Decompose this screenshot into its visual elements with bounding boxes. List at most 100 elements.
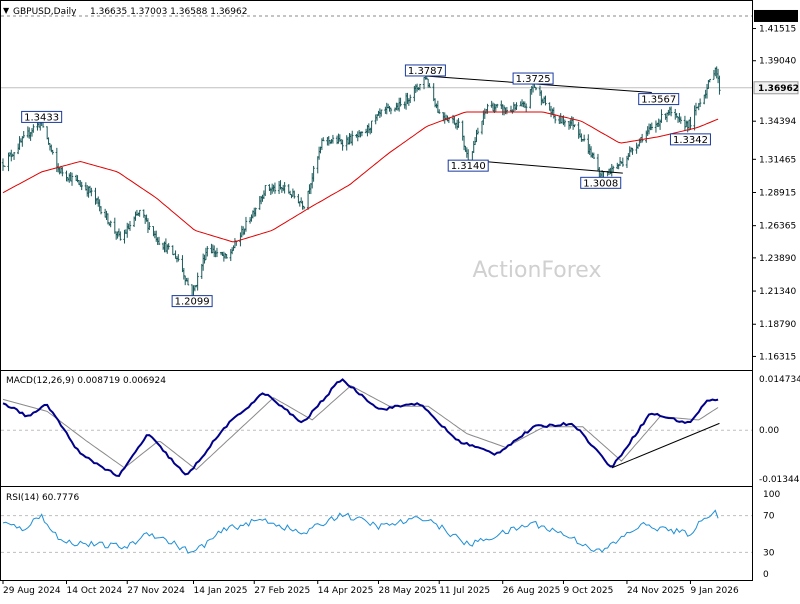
price-label-text: 1.3787 [408,66,443,77]
x-tick-label: 9 Jan 2026 [690,586,738,596]
watermark-layer: ActionForex [473,258,602,283]
price-bar [524,103,528,113]
price-bar [264,184,267,197]
price-label-box [580,176,622,189]
x-tick-label: 29 Aug 2024 [3,586,61,596]
price-bar [254,207,257,217]
price-bar [534,86,538,91]
grid-layer [1,15,752,553]
price-bar [515,102,518,110]
price-bar [90,187,93,197]
macd-line [2,378,719,477]
chart-ohlc: 1.36635 1.37003 1.36588 1.36962 [90,7,247,17]
price-bar [186,277,190,286]
current-price-box [753,81,799,95]
price-bar [99,206,103,215]
price-bar [631,147,634,155]
price-label: 1.3725 [512,72,554,85]
price-bar [138,209,141,217]
rsi-tick-label: 0 [763,570,769,580]
price-bar [119,231,122,241]
price-bar [650,122,654,131]
price-layer: 1.3433 1.2099 1.3787 1.3140 1.3725 1.3008 1.35… [1,64,721,308]
price-bar [389,107,393,115]
price-label: 1.3140 [447,159,489,172]
watermark: ActionForex [473,258,602,283]
price-bar [322,137,325,142]
price-bar [109,220,112,228]
price-bar [273,182,277,194]
price-label-text: 1.3433 [24,112,59,123]
price-tick-label: 1.31465 [759,155,796,165]
macd-tick-label: 0.014734 [759,375,800,385]
price-bar [689,116,692,130]
price-label: 1.3567 [638,93,680,106]
price-bar [148,222,151,231]
price-label: 1.3433 [21,110,63,123]
marked-level-label: 1.42480 [758,12,795,22]
price-bar [544,95,547,106]
price-bar [22,130,25,139]
price-tick-label: 1.28915 [759,188,796,198]
price-bar [679,116,682,124]
price-label-text: 1.3008 [583,178,618,189]
price-bar [283,182,286,194]
price-tick-label: 1.26365 [759,222,796,232]
price-bar [495,103,499,108]
x-tick-label: 24 Nov 2025 [627,586,685,596]
price-label: 1.3342 [669,133,711,146]
price-bar [660,109,663,123]
price-label-text: 1.3140 [451,161,486,172]
price-bar [708,78,711,83]
price-bar [640,133,644,143]
macd-signal-line [2,385,719,471]
rsi-tick-label: 70 [763,512,775,522]
marked-level-box [754,9,798,22]
price-bar [12,151,16,160]
macd-trendline [611,422,720,469]
chart-header: ▼ GBPUSD,Daily 1.36635 1.37003 1.36588 1… [3,6,247,17]
price-label-box [171,295,213,308]
price-bar [331,134,335,144]
price-bar [167,243,170,250]
price-tick-label: 1.39040 [759,57,796,67]
price-bar [128,220,132,231]
price-bar [611,165,615,173]
macd-title: MACD(12,26,9) 0.008719 0.006924 [6,376,166,386]
x-tick-label: 14 Apr 2025 [318,586,374,596]
price-label-text: 1.2099 [175,297,210,308]
price-bar [215,247,219,258]
x-tick-label: 14 Jan 2025 [194,586,248,596]
price-bar [428,83,431,88]
macd-tick-label: -0.013442 [759,475,800,485]
rsi-tick-label: 30 [763,548,775,558]
price-bar [457,118,460,128]
x-tick-label: 26 Aug 2025 [503,586,561,596]
price-bar [698,98,702,107]
price-label-text: 1.3342 [673,135,708,146]
price-label-box [404,64,446,77]
price-bar [351,130,354,146]
price-bar [621,157,625,167]
price-bar [409,94,412,104]
price-bar [370,120,373,134]
price-label-text: 1.3567 [641,95,676,106]
price-bar [244,216,248,232]
price-bar [3,165,6,167]
x-tick-label: 28 May 2025 [378,586,437,596]
chart-title: GBPUSD,Daily [13,7,77,17]
price-bar [399,97,402,107]
symbol-triangle-icon: ▼ [3,6,10,15]
price-label-box [638,93,680,106]
rsi-layer [2,509,719,554]
price-bar [61,167,64,177]
price-bar [476,127,480,135]
price-bar [718,75,721,95]
rsi-line [2,509,719,554]
price-tick-label: 1.34394 [759,117,796,127]
price-bar [293,190,296,199]
